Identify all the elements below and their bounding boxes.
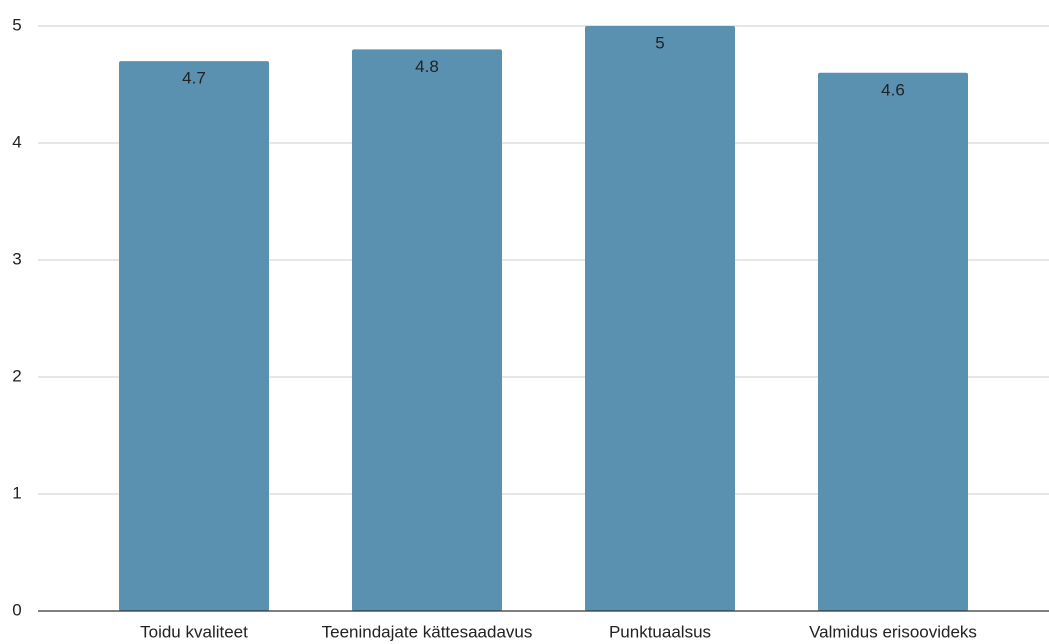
y-tick-label: 3 (12, 249, 21, 268)
value-label: 4.8 (415, 57, 439, 76)
y-tick-label: 5 (12, 15, 21, 34)
value-label: 5 (655, 33, 664, 52)
bar (818, 72, 968, 612)
bar (119, 61, 269, 612)
bar (585, 26, 735, 611)
value-label: 4.7 (182, 69, 206, 88)
x-tick-label: Valmidus erisoovideks (809, 622, 977, 641)
y-tick-label: 1 (12, 483, 21, 502)
x-tick-label: Punktuaalsus (609, 622, 711, 641)
y-tick-label: 2 (12, 366, 21, 385)
x-tick-label: Toidu kvaliteet (140, 622, 248, 641)
y-tick-label: 0 (12, 600, 21, 619)
bar (352, 49, 502, 611)
value-label: 4.6 (881, 80, 905, 99)
x-tick-label: Teenindajate kättesaadavus (322, 622, 533, 641)
y-tick-label: 4 (12, 132, 21, 151)
